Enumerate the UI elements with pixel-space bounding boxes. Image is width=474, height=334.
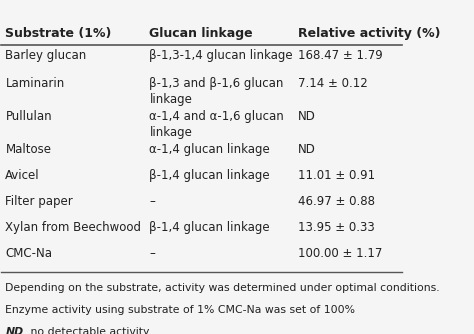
Text: β-1,4 glucan linkage: β-1,4 glucan linkage: [149, 221, 270, 234]
Text: 11.01 ± 0.91: 11.01 ± 0.91: [298, 169, 375, 182]
Text: Filter paper: Filter paper: [5, 195, 73, 208]
Text: Glucan linkage: Glucan linkage: [149, 27, 253, 40]
Text: –: –: [149, 195, 155, 208]
Text: α-1,4 and α-1,6 glucan
linkage: α-1,4 and α-1,6 glucan linkage: [149, 110, 284, 139]
Text: α-1,4 glucan linkage: α-1,4 glucan linkage: [149, 143, 270, 156]
Text: β-1,4 glucan linkage: β-1,4 glucan linkage: [149, 169, 270, 182]
Text: Substrate (1%): Substrate (1%): [5, 27, 112, 40]
Text: 168.47 ± 1.79: 168.47 ± 1.79: [298, 49, 383, 62]
Text: Barley glucan: Barley glucan: [5, 49, 87, 62]
Text: Maltose: Maltose: [5, 143, 51, 156]
Text: 100.00 ± 1.17: 100.00 ± 1.17: [298, 247, 382, 260]
Text: ND: ND: [298, 110, 316, 123]
Text: no detectable activity: no detectable activity: [27, 327, 150, 334]
Text: Xylan from Beechwood: Xylan from Beechwood: [5, 221, 141, 234]
Text: β-1,3-1,4 glucan linkage: β-1,3-1,4 glucan linkage: [149, 49, 293, 62]
Text: Laminarin: Laminarin: [5, 76, 64, 90]
Text: ND: ND: [5, 327, 24, 334]
Text: β-1,3 and β-1,6 glucan
linkage: β-1,3 and β-1,6 glucan linkage: [149, 76, 284, 106]
Text: Enzyme activity using substrate of 1% CMC-Na was set of 100%: Enzyme activity using substrate of 1% CM…: [5, 305, 356, 315]
Text: 7.14 ± 0.12: 7.14 ± 0.12: [298, 76, 367, 90]
Text: Depending on the substrate, activity was determined under optimal conditions.: Depending on the substrate, activity was…: [5, 283, 440, 293]
Text: CMC-Na: CMC-Na: [5, 247, 53, 260]
Text: 13.95 ± 0.33: 13.95 ± 0.33: [298, 221, 374, 234]
Text: 46.97 ± 0.88: 46.97 ± 0.88: [298, 195, 374, 208]
Text: Relative activity (%): Relative activity (%): [298, 27, 440, 40]
Text: Avicel: Avicel: [5, 169, 40, 182]
Text: –: –: [149, 247, 155, 260]
Text: ND: ND: [298, 143, 316, 156]
Text: Pullulan: Pullulan: [5, 110, 52, 123]
